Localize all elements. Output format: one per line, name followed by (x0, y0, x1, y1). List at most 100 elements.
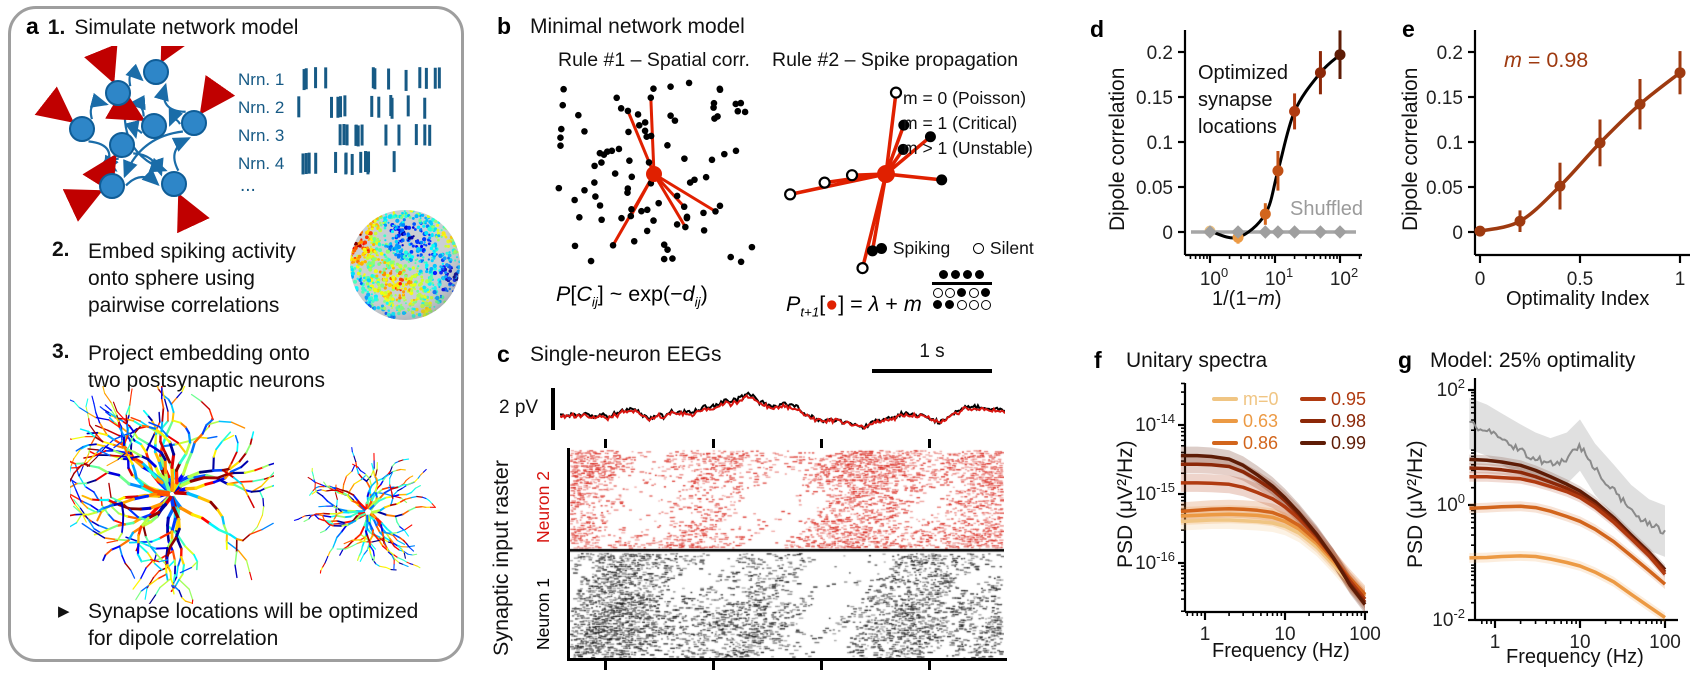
step2-number: 2. (52, 238, 70, 261)
silent-dot-icon (973, 243, 985, 254)
raster-label-3: Nrn. 3 (238, 126, 285, 145)
spiking-silent-legend: Spiking Silent (874, 238, 1034, 259)
f-legend-entry: 0.86 (1212, 432, 1300, 454)
f-legend-label: 0.86 (1243, 432, 1279, 453)
raster-axis-tick (604, 661, 607, 670)
e-annotation-m: m (1504, 48, 1522, 72)
svg-text:0.2: 0.2 (1437, 43, 1463, 64)
raster-labels: Nrn. 1 Nrn. 2 Nrn. 3 Nrn. 4 (238, 66, 284, 178)
neuron2-label: Neuron 2 (533, 471, 553, 543)
panel-f-letter: f (1094, 347, 1102, 373)
m-line-2: m = 1 (Critical) (903, 113, 1018, 133)
equation-fraction (931, 268, 992, 311)
d-annotation-line-1: Optimized (1198, 62, 1289, 84)
svg-text:102: 102 (1330, 265, 1358, 290)
panel-a-letter: a (26, 13, 39, 39)
spike-propagation-diagram (784, 86, 948, 275)
panel-b-title: Minimal network model (530, 15, 745, 38)
amplitude-scalebar-label: 2 pV (499, 397, 539, 418)
neuron1-label: Neuron 1 (533, 578, 553, 650)
svg-text:0.1: 0.1 (1437, 133, 1463, 154)
d-ylabel: Dipole correlation (1106, 67, 1129, 231)
panel-b-letter: b (497, 13, 512, 39)
raster-ellipsis: ... (240, 175, 256, 196)
d-xlabel: 1/(1−m) (1212, 288, 1282, 311)
f-legend-entry: 0.99 (1300, 432, 1392, 454)
svg-text:1: 1 (1675, 269, 1686, 290)
bullet-marker: ▶ (58, 603, 70, 620)
d-shuffled-label: Shuffled (1290, 198, 1364, 220)
equation-spatial-correlation: P[Cij] ~ exp(−dij) (556, 282, 708, 310)
f-legend-label: 0.95 (1331, 388, 1367, 409)
bullet-line-2: for dipole correlation (88, 627, 279, 650)
svg-text:100: 100 (1649, 632, 1681, 653)
panel-e-letter: e (1402, 16, 1415, 42)
f-legend-swatch (1300, 418, 1326, 424)
g-ylabel: PSD (μV²/Hz) (1404, 440, 1427, 568)
svg-text:0.15: 0.15 (1136, 88, 1173, 109)
d-xlabel-part3: ) (1274, 288, 1282, 310)
spiking-label: Spiking (892, 238, 951, 258)
svg-text:0: 0 (1452, 223, 1463, 244)
f-legend-entry: 0.95 (1300, 388, 1392, 410)
panel-a-border (8, 6, 464, 662)
svg-text:102: 102 (1437, 376, 1465, 401)
svg-text:0.2: 0.2 (1147, 43, 1173, 64)
panel-g-letter: g (1398, 347, 1413, 373)
step1-number: 1. (47, 16, 66, 39)
svg-text:10-15: 10-15 (1135, 480, 1175, 505)
step3-text: Project embedding onto two postsynaptic … (88, 340, 325, 394)
f-legend-label: 0.63 (1243, 410, 1279, 431)
synaptic-raster-image (570, 448, 1004, 660)
f-legend-entry: 0.63 (1212, 410, 1300, 432)
svg-text:1: 1 (1490, 632, 1501, 653)
e-ylabel: Dipole correlation (1399, 67, 1422, 231)
branching-parameter-lines: m = 0 (Poisson) m = 1 (Critical) m > 1 (… (903, 86, 1033, 161)
step2-text: Embed spiking activity onto sphere using… (88, 238, 296, 319)
neuron-morphology-2 (293, 447, 437, 574)
f-legend-label: m=0 (1243, 388, 1279, 409)
g-xlabel: Frequency (Hz) (1506, 646, 1644, 668)
panel-c-title: Single-neuron EEGs (530, 343, 722, 366)
step3-line-1: Project embedding onto (88, 342, 310, 365)
f-legend-swatch (1300, 396, 1326, 402)
raster-label-2: Nrn. 2 (238, 98, 285, 117)
f-legend-entry: 0.98 (1300, 410, 1392, 432)
f-legend-swatch (1212, 418, 1238, 424)
step3-line-2: two postsynaptic neurons (88, 369, 325, 392)
rule1-label: Rule #1 – Spatial corr. (558, 49, 750, 71)
panel-f-title: Unitary spectra (1126, 349, 1268, 372)
svg-text:0: 0 (1162, 223, 1173, 244)
step1-text: Simulate network model (74, 16, 299, 39)
svg-text:10-14: 10-14 (1135, 411, 1175, 436)
step3-number: 3. (52, 340, 70, 363)
panel-c-letter: c (497, 341, 510, 367)
svg-text:0.05: 0.05 (1426, 178, 1463, 199)
raster-top-tick (604, 439, 607, 448)
rule2-label: Rule #2 – Spike propagation (772, 49, 1019, 71)
time-scalebar (872, 369, 992, 373)
svg-text:0.05: 0.05 (1136, 178, 1173, 199)
raster-top-tick (820, 439, 823, 448)
f-legend-swatch (1212, 440, 1238, 446)
panel-a-title: a 1. Simulate network model (26, 13, 298, 40)
silent-label: Silent (989, 238, 1034, 258)
raster-label-1: Nrn. 1 (238, 70, 285, 89)
svg-text:101: 101 (1265, 265, 1293, 290)
raster-ylabel: Synaptic input raster (489, 460, 513, 656)
raster-axis-tick (712, 661, 715, 670)
spatial-correlation-scatter (555, 79, 756, 266)
raster-label-4: Nrn. 4 (238, 154, 285, 173)
d-annotation-line-2: synapse (1198, 89, 1273, 111)
amplitude-scalebar (551, 388, 555, 430)
svg-text:100: 100 (1437, 491, 1465, 516)
svg-text:10-16: 10-16 (1135, 549, 1175, 574)
raster-axis-tick (928, 661, 931, 670)
step2-line-1: Embed spiking activity (88, 240, 296, 263)
raster-axis-tick (820, 661, 823, 670)
panel-d-letter: d (1090, 16, 1105, 42)
network-model-diagram (34, 46, 236, 234)
svg-text:100: 100 (1349, 624, 1381, 645)
raster-top-tick (928, 439, 931, 448)
